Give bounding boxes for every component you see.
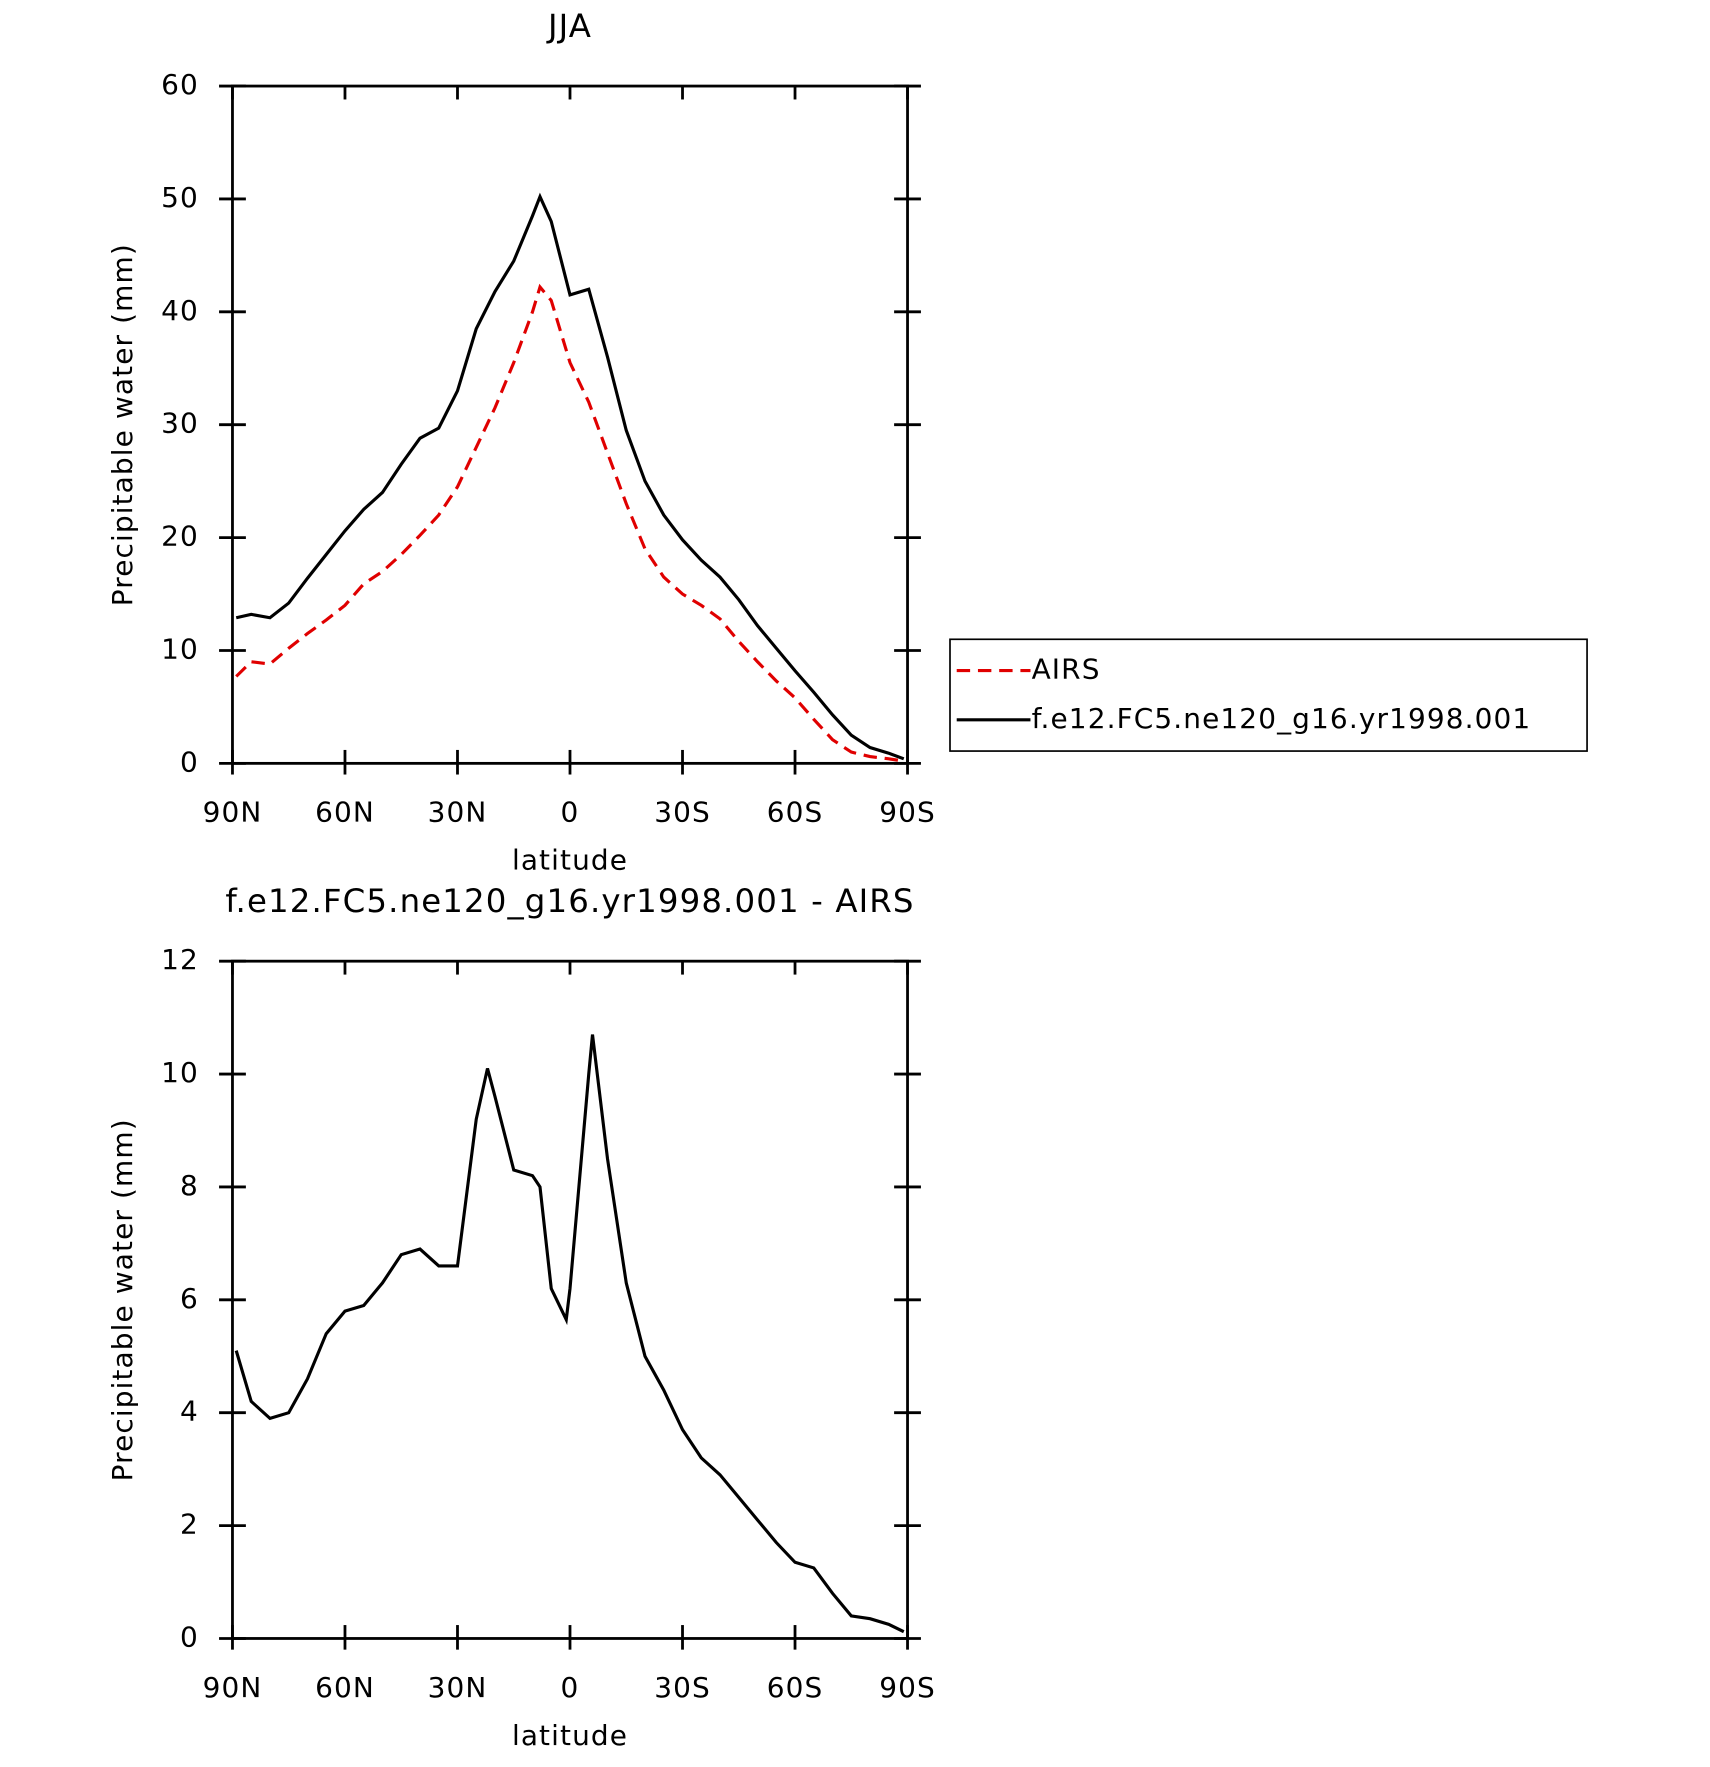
x-tick-label: 30S [654, 796, 711, 829]
x-tick-label: 30N [428, 1671, 488, 1704]
y-tick-label: 10 [161, 632, 199, 665]
legend-label: f.e12.FC5.ne120_g16.yr1998.001 [1032, 702, 1532, 735]
x-tick-label: 0 [561, 1671, 580, 1704]
x-tick-label: 90S [879, 796, 936, 829]
legend-label: AIRS [1032, 653, 1101, 686]
x-tick-label: 30S [654, 1671, 711, 1704]
y-tick-label: 0 [180, 1620, 199, 1653]
x-tick-label: 0 [561, 796, 580, 829]
y-tick-label: 2 [180, 1508, 199, 1541]
chart-title: f.e12.FC5.ne120_g16.yr1998.001 - AIRS [225, 882, 914, 920]
y-tick-label: 4 [180, 1395, 199, 1428]
y-axis-label: Precipitable water (mm) [106, 1118, 139, 1481]
data-line [235, 283, 905, 763]
chart-title: JJA [546, 7, 592, 45]
x-tick-label: 30N [428, 796, 488, 829]
y-tick-label: 6 [180, 1282, 199, 1315]
x-tick-label: 90S [879, 1671, 936, 1704]
y-tick-label: 12 [161, 943, 199, 976]
x-tick-label: 90N [203, 796, 263, 829]
x-axis-label: latitude [512, 844, 628, 877]
y-tick-label: 20 [161, 520, 199, 553]
data-line [235, 192, 905, 761]
y-tick-label: 30 [161, 407, 199, 440]
x-tick-label: 60S [767, 796, 824, 829]
x-tick-label: 60N [315, 1671, 375, 1704]
legend-box [949, 638, 1588, 752]
y-tick-label: 10 [161, 1056, 199, 1089]
x-tick-label: 60S [767, 1671, 824, 1704]
y-tick-label: 8 [180, 1169, 199, 1202]
y-tick-label: 50 [161, 181, 199, 214]
x-axis-label: latitude [512, 1719, 628, 1752]
y-tick-label: 0 [180, 745, 199, 778]
x-tick-label: 90N [203, 1671, 263, 1704]
x-tick-label: 60N [315, 796, 375, 829]
plot-frame [231, 84, 909, 765]
data-line [234, 1034, 905, 1634]
y-tick-label: 60 [161, 68, 199, 101]
y-tick-label: 40 [161, 294, 199, 327]
y-axis-label: Precipitable water (mm) [106, 243, 139, 606]
